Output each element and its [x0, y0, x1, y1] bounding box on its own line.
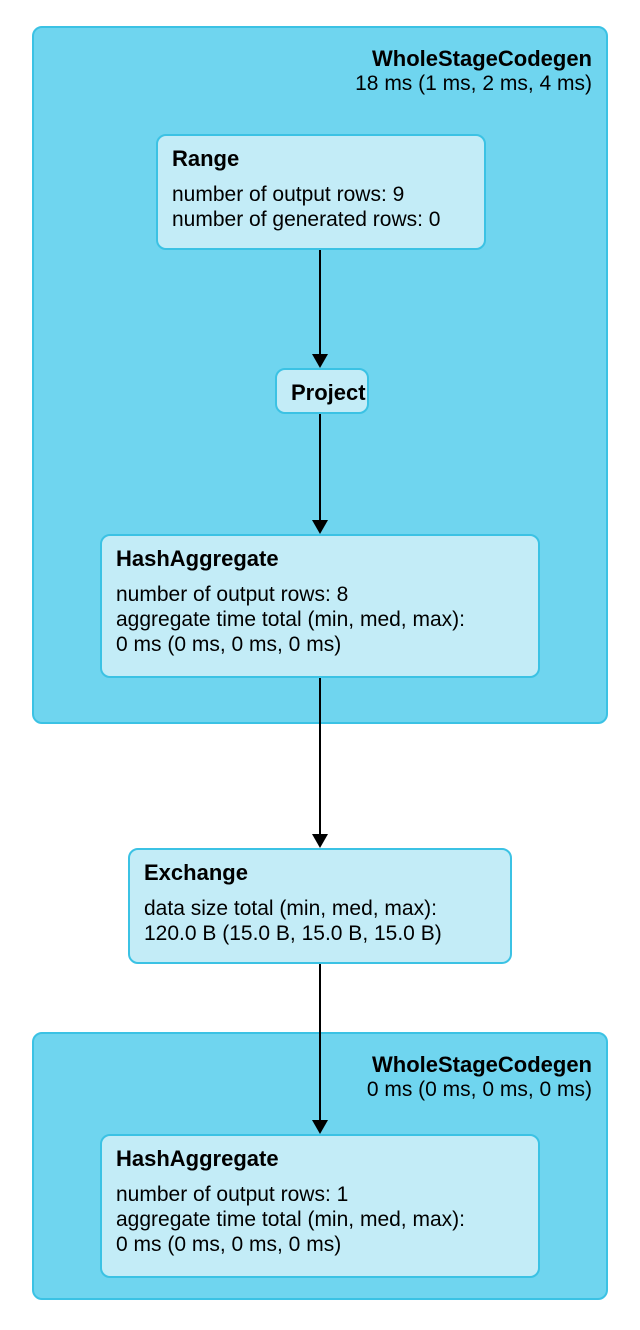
hashagg1-line-2: 0 ms (0 ms, 0 ms, 0 ms) — [116, 632, 524, 657]
range-node: Range number of output rows: 9 number of… — [156, 134, 486, 250]
stage1-header: WholeStageCodegen 18 ms (1 ms, 2 ms, 4 m… — [355, 46, 592, 96]
arrow-head-icon — [312, 1120, 328, 1134]
hashagg1-line-0: number of output rows: 8 — [116, 582, 524, 607]
range-title: Range — [172, 146, 470, 172]
arrow-head-icon — [312, 354, 328, 368]
range-line-0: number of output rows: 9 — [172, 182, 470, 207]
arrow-line — [319, 414, 321, 520]
stage2-title: WholeStageCodegen — [367, 1052, 592, 1078]
hashaggregate-1-node: HashAggregate number of output rows: 8 a… — [100, 534, 540, 678]
exchange-node: Exchange data size total (min, med, max)… — [128, 848, 512, 964]
stage2-subtitle: 0 ms (0 ms, 0 ms, 0 ms) — [367, 1078, 592, 1102]
project-title: Project — [291, 380, 353, 406]
hashagg2-line-1: aggregate time total (min, med, max): — [116, 1207, 524, 1232]
arrow-head-icon — [312, 520, 328, 534]
hashagg1-title: HashAggregate — [116, 546, 524, 572]
hashagg2-line-2: 0 ms (0 ms, 0 ms, 0 ms) — [116, 1232, 524, 1257]
arrow-line — [319, 250, 321, 354]
hashagg2-title: HashAggregate — [116, 1146, 524, 1172]
exchange-line-1: 120.0 B (15.0 B, 15.0 B, 15.0 B) — [144, 921, 496, 946]
stage1-subtitle: 18 ms (1 ms, 2 ms, 4 ms) — [355, 72, 592, 96]
arrow-head-icon — [312, 834, 328, 848]
hashaggregate-2-node: HashAggregate number of output rows: 1 a… — [100, 1134, 540, 1278]
exchange-line-0: data size total (min, med, max): — [144, 896, 496, 921]
hashagg1-line-1: aggregate time total (min, med, max): — [116, 607, 524, 632]
exchange-title: Exchange — [144, 860, 496, 886]
stage2-header: WholeStageCodegen 0 ms (0 ms, 0 ms, 0 ms… — [367, 1052, 592, 1102]
arrow-line — [319, 678, 321, 834]
hashagg2-line-0: number of output rows: 1 — [116, 1182, 524, 1207]
stage1-title: WholeStageCodegen — [355, 46, 592, 72]
range-line-1: number of generated rows: 0 — [172, 207, 470, 232]
arrow-line — [319, 964, 321, 1120]
project-node: Project — [275, 368, 369, 414]
